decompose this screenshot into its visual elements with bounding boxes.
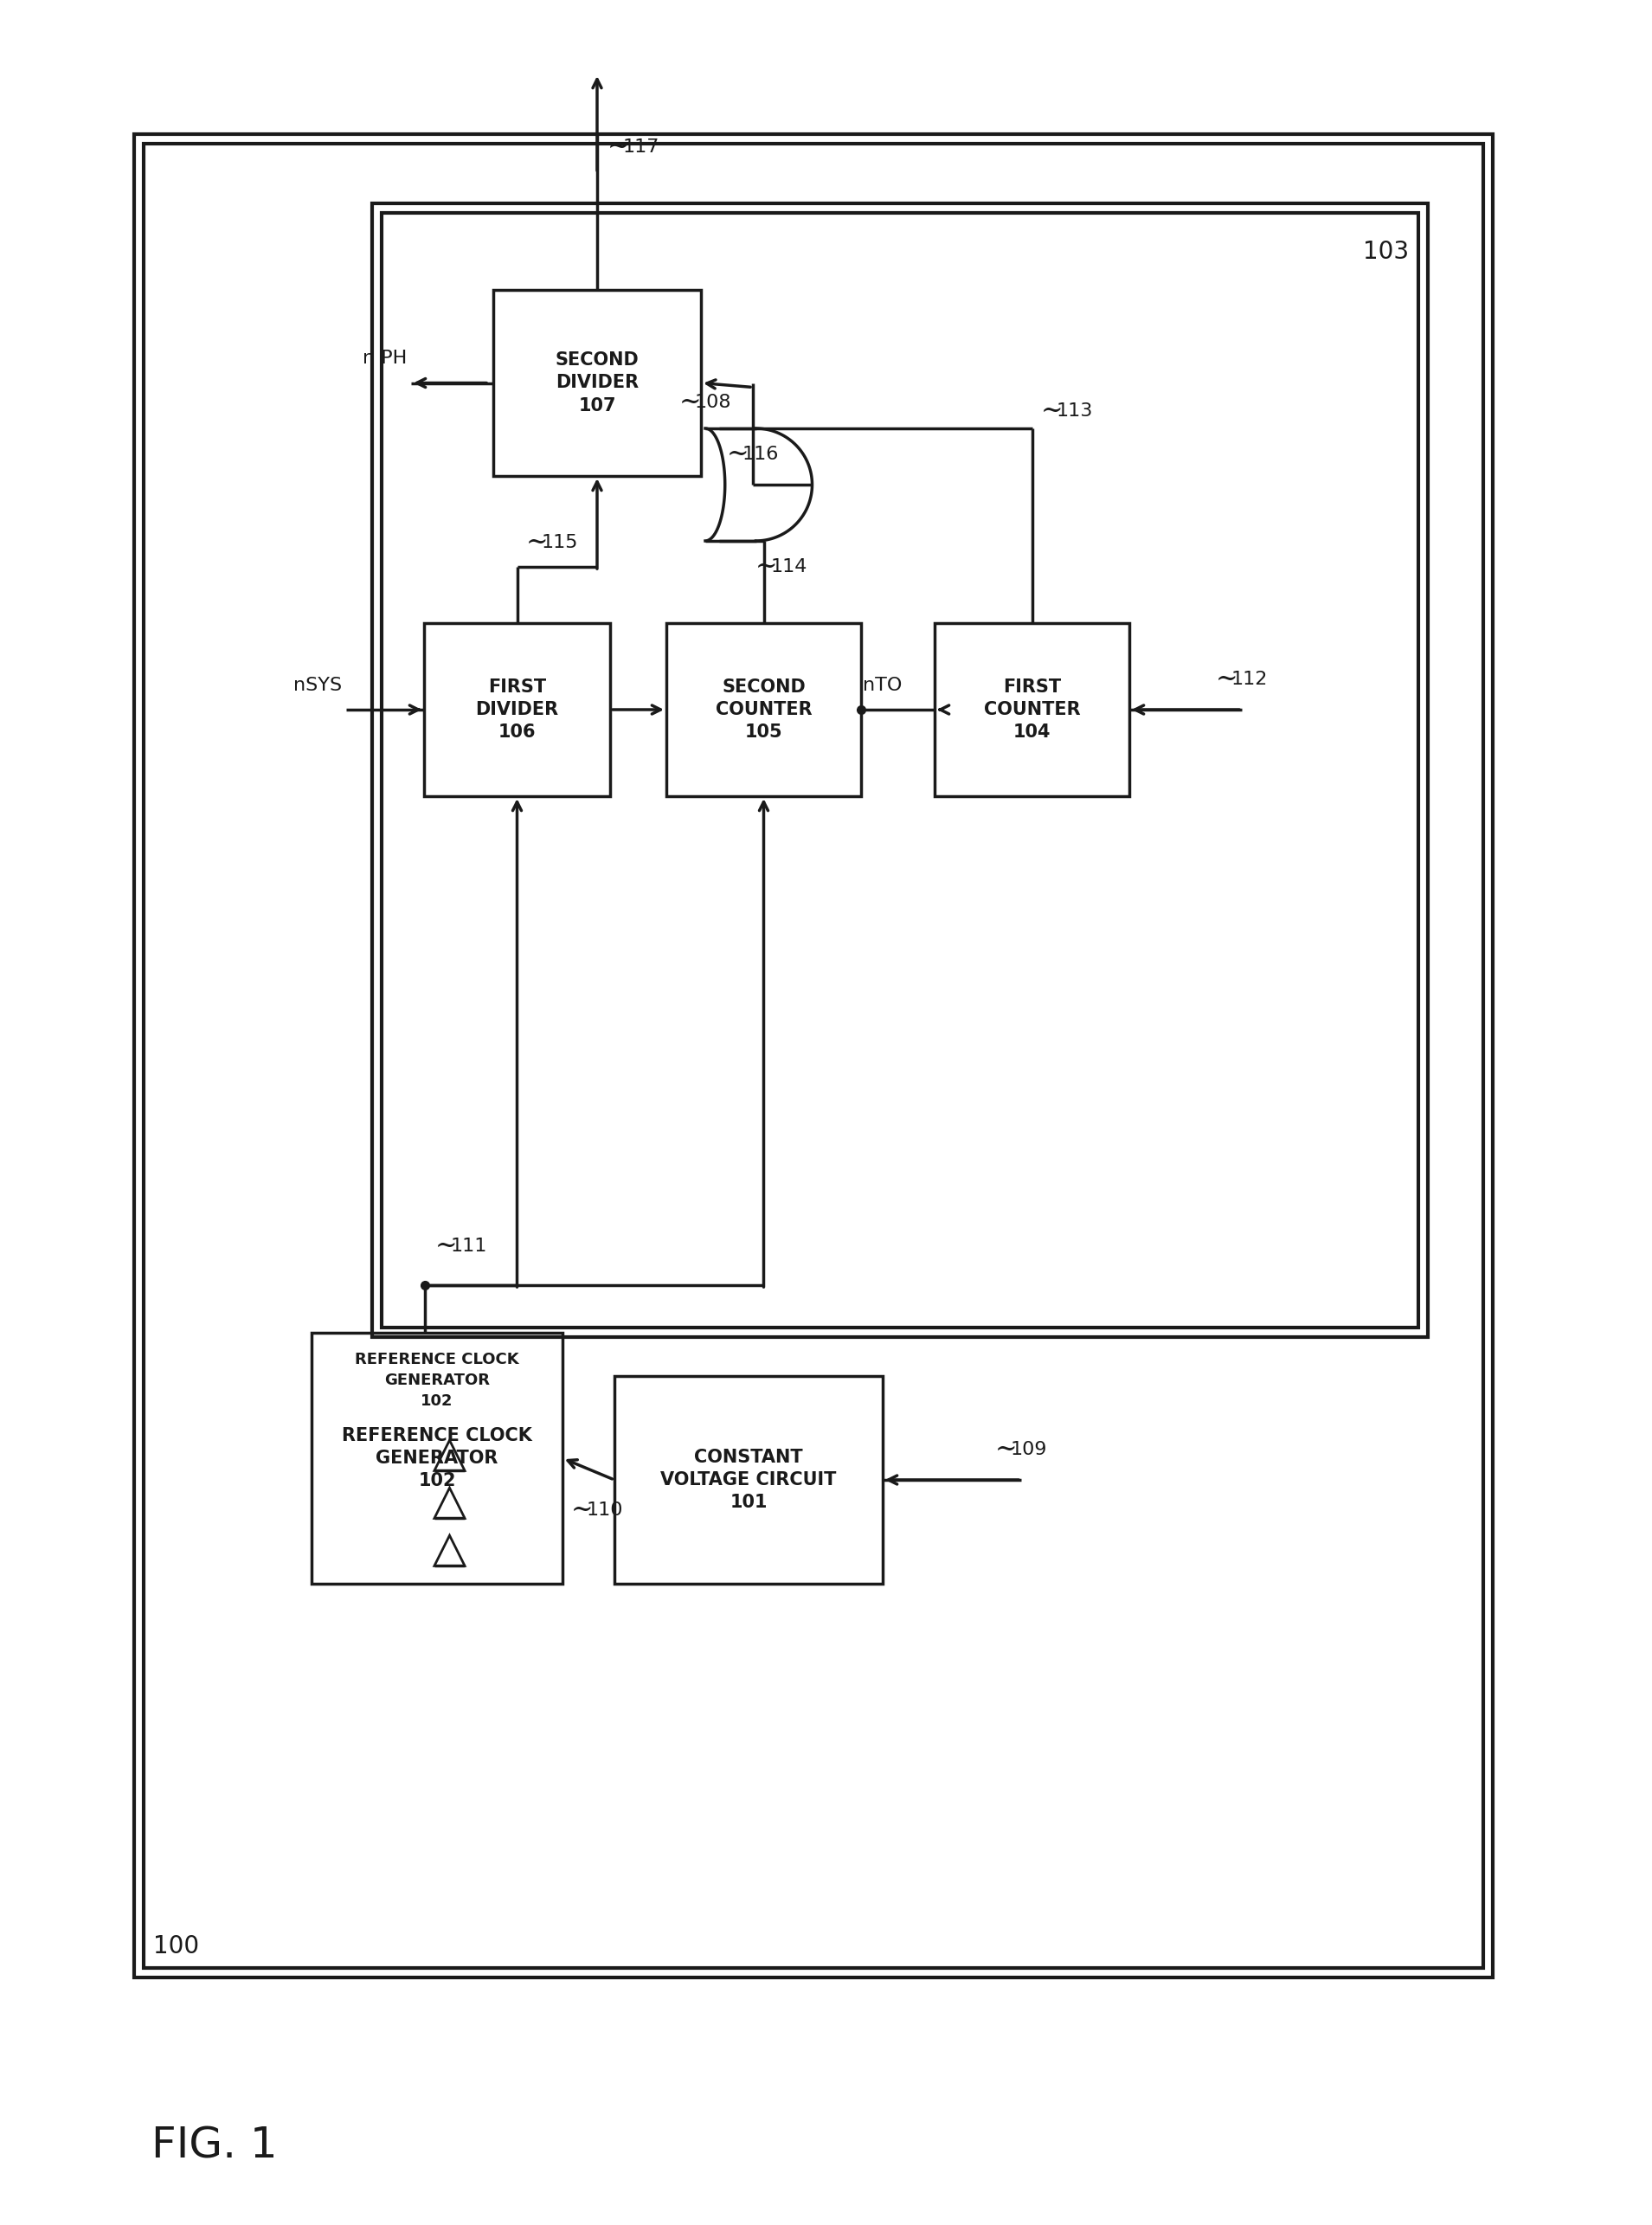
Bar bbox=[312, 1333, 562, 1584]
Text: ~: ~ bbox=[679, 389, 702, 416]
Text: FIRST
DIVIDER
106: FIRST DIVIDER 106 bbox=[476, 679, 558, 741]
Text: 115: 115 bbox=[542, 534, 578, 552]
Text: ~: ~ bbox=[995, 1435, 1018, 1464]
Text: 100: 100 bbox=[154, 1934, 200, 1958]
Text: n PH: n PH bbox=[362, 349, 406, 367]
Text: 112: 112 bbox=[1231, 670, 1269, 688]
Bar bbox=[144, 145, 1483, 1967]
Text: 109: 109 bbox=[1011, 1442, 1047, 1457]
Text: ~: ~ bbox=[755, 554, 776, 581]
Text: nTO: nTO bbox=[862, 676, 902, 694]
Text: ~: ~ bbox=[727, 441, 748, 467]
Text: CONSTANT
VOLTAGE CIRCUIT
101: CONSTANT VOLTAGE CIRCUIT 101 bbox=[661, 1448, 836, 1511]
Text: 116: 116 bbox=[742, 445, 780, 463]
Text: 111: 111 bbox=[451, 1237, 487, 1255]
Text: ~: ~ bbox=[572, 1497, 593, 1524]
Text: 108: 108 bbox=[695, 394, 732, 412]
Text: SECOND
DIVIDER
107: SECOND DIVIDER 107 bbox=[555, 352, 639, 414]
Bar bbox=[615, 1375, 882, 1584]
Text: ~: ~ bbox=[434, 1233, 458, 1259]
Text: ~: ~ bbox=[1041, 398, 1062, 425]
Text: 110: 110 bbox=[586, 1502, 623, 1520]
Text: 113: 113 bbox=[1056, 403, 1094, 421]
Text: SECOND
COUNTER
105: SECOND COUNTER 105 bbox=[715, 679, 813, 741]
Bar bbox=[372, 202, 1427, 1337]
Text: FIRST
COUNTER
104: FIRST COUNTER 104 bbox=[983, 679, 1080, 741]
Text: nSYS: nSYS bbox=[294, 676, 342, 694]
Bar bbox=[134, 134, 1493, 1978]
Bar bbox=[494, 289, 700, 476]
Text: FIG. 1: FIG. 1 bbox=[152, 2125, 278, 2167]
Bar bbox=[425, 623, 610, 797]
Text: REFERENCE CLOCK
GENERATOR
102: REFERENCE CLOCK GENERATOR 102 bbox=[355, 1353, 519, 1408]
Text: ~: ~ bbox=[608, 134, 629, 160]
Bar bbox=[935, 623, 1130, 797]
Bar bbox=[382, 214, 1419, 1328]
Text: ~: ~ bbox=[525, 530, 548, 556]
Text: 117: 117 bbox=[623, 138, 659, 156]
Text: REFERENCE CLOCK
GENERATOR
102: REFERENCE CLOCK GENERATOR 102 bbox=[342, 1426, 532, 1491]
Text: ~: ~ bbox=[1216, 665, 1237, 692]
Text: 114: 114 bbox=[770, 558, 808, 576]
Text: 103: 103 bbox=[1363, 240, 1409, 265]
Bar bbox=[666, 623, 861, 797]
